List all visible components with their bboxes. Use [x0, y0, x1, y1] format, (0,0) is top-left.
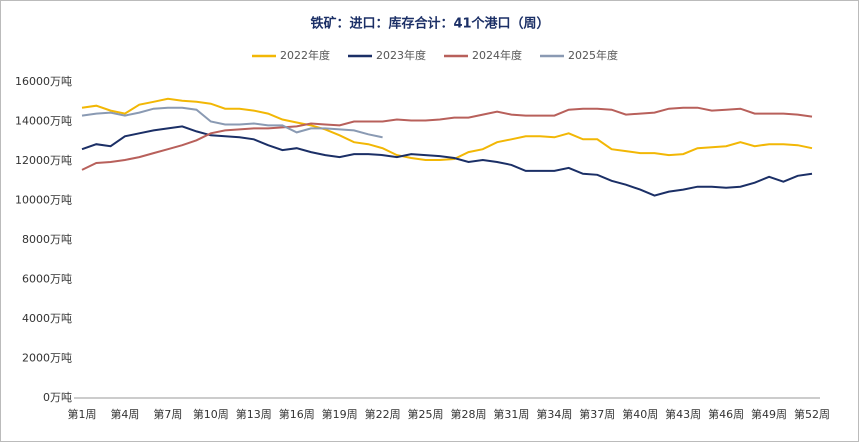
x-tick-label: 第28周 [450, 407, 486, 421]
series-line [81, 106, 383, 139]
x-tick-label: 第40周 [622, 407, 658, 421]
y-tick-label: 6000万吨 [22, 273, 72, 286]
y-tick-label: 8000万吨 [22, 233, 72, 246]
chart-title: 铁矿：进口：库存合计：41个港口（周） [309, 16, 549, 32]
x-tick-label: 第1周 [68, 407, 97, 421]
x-tick-label: 第22周 [365, 407, 401, 421]
series-line [81, 106, 813, 171]
legend-label: 2022年度 [280, 48, 330, 62]
y-tick-label: 10000万吨 [15, 194, 72, 207]
x-tick-label: 第16周 [279, 407, 315, 421]
y-tick-label: 16000万吨 [15, 75, 72, 88]
x-tick-label: 第4周 [110, 407, 139, 421]
y-tick-label: 4000万吨 [22, 312, 72, 325]
legend-label: 2023年度 [376, 48, 426, 62]
x-tick-label: 第52周 [794, 407, 830, 421]
legend-label: 2025年度 [568, 48, 618, 62]
y-tick-label: 14000万吨 [15, 115, 72, 128]
y-tick-label: 2000万吨 [22, 352, 72, 365]
x-tick-label: 第13周 [236, 407, 272, 421]
x-tick-label: 第10周 [193, 407, 229, 421]
x-tick-label: 第19周 [322, 407, 358, 421]
x-tick-label: 第46周 [708, 407, 744, 421]
x-tick-label: 第34周 [536, 407, 572, 421]
y-tick-label: 12000万吨 [15, 154, 72, 167]
x-tick-label: 第37周 [579, 407, 615, 421]
x-tick-label: 第43周 [665, 407, 701, 421]
series-line [81, 125, 813, 197]
x-tick-label: 第7周 [153, 407, 182, 421]
legend-label: 2024年度 [472, 48, 522, 62]
y-tick-label: 0万吨 [43, 391, 72, 404]
x-tick-label: 第25周 [408, 407, 444, 421]
series-line [81, 97, 813, 161]
x-tick-label: 第49周 [751, 407, 787, 421]
x-tick-label: 第31周 [493, 407, 529, 421]
